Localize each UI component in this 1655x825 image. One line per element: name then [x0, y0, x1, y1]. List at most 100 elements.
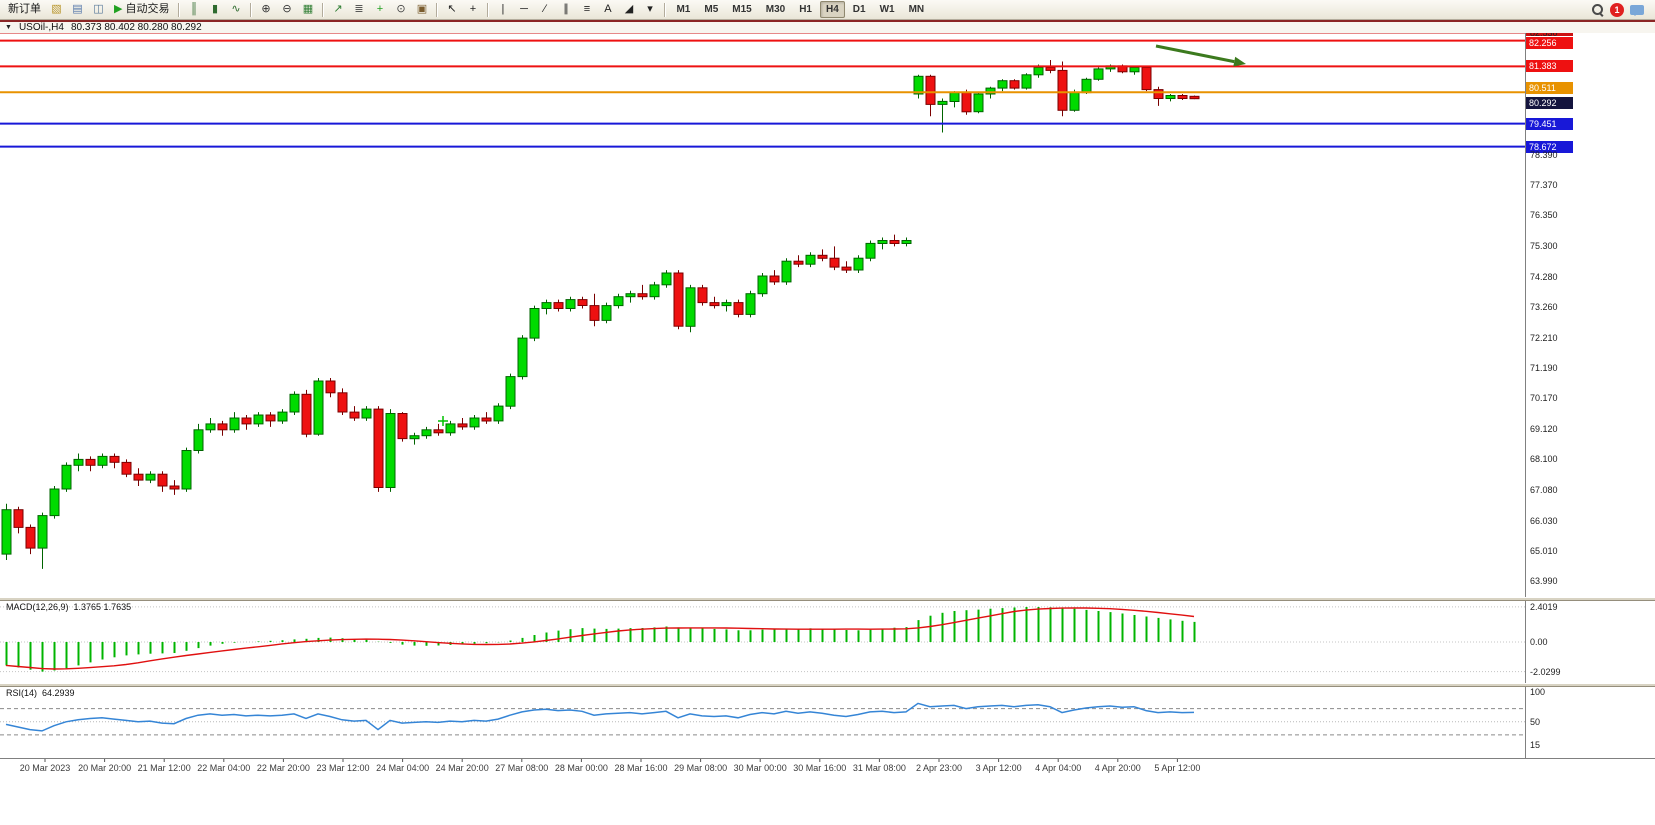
- toolbar-separator: [322, 2, 324, 17]
- market-watch-icon-button[interactable]: ◫: [89, 1, 108, 18]
- panel-splitter-macd[interactable]: [0, 597, 1655, 601]
- rsi-value: 64.2939: [42, 688, 75, 698]
- new-order-button[interactable]: 新订单: [4, 1, 45, 18]
- bear-candle: [241, 417, 252, 425]
- bull-candle: [649, 284, 660, 298]
- text-label-icon-glyph: A: [604, 3, 612, 15]
- horizontal-line-icon-glyph: ─: [520, 3, 528, 15]
- bull-candle: [949, 92, 960, 102]
- bull-candle: [97, 455, 108, 466]
- bull-candle: [973, 93, 984, 113]
- timeframe-m15-button[interactable]: M15: [726, 1, 757, 18]
- rsi-name: RSI(14): [6, 688, 38, 698]
- bull-candle: [313, 380, 324, 435]
- arrows-icon-button[interactable]: ◢: [619, 1, 638, 18]
- autotrading-button[interactable]: ▶ 自动交易: [110, 1, 173, 18]
- timeframe-d1-button[interactable]: D1: [847, 1, 872, 18]
- notification-badge[interactable]: 1: [1610, 2, 1624, 17]
- add-indicator-icon-glyph: +: [376, 3, 384, 15]
- crosshair-icon-button[interactable]: +: [463, 1, 482, 18]
- bear-candle: [169, 485, 180, 490]
- bear-candle: [85, 458, 96, 466]
- macd-signal-line: [5, 607, 1195, 670]
- bear-candle: [961, 92, 972, 113]
- chat-icon[interactable]: [1630, 4, 1644, 16]
- trendline-icon-glyph: ∕: [544, 3, 546, 15]
- cursor-icon-button[interactable]: ↖: [442, 1, 461, 18]
- equidistant-channel-icon-button[interactable]: ∥: [556, 1, 575, 18]
- bull-candle: [361, 408, 372, 419]
- bear-candle: [349, 411, 360, 419]
- bull-candle: [745, 293, 756, 315]
- chart-caption: ▼ USOil-,H4 80.373 80.402 80.280 80.292: [0, 20, 1655, 33]
- zoom-out-icon-button[interactable]: ⊖: [277, 1, 296, 18]
- bear-candle: [769, 275, 780, 283]
- bull-candle: [997, 80, 1008, 89]
- timeframe-m30-button[interactable]: M30: [760, 1, 791, 18]
- timeframe-w1-button[interactable]: W1: [874, 1, 901, 18]
- timeframe-m5-button[interactable]: M5: [698, 1, 724, 18]
- bar-chart-icon-button[interactable]: ║: [184, 1, 203, 18]
- bear-candle: [1141, 66, 1152, 91]
- bull-candle: [445, 423, 456, 434]
- add-indicator-icon-button[interactable]: +: [370, 1, 389, 18]
- templates-icon-glyph: ▣: [416, 3, 428, 15]
- indicators-icon-glyph: ↗: [333, 3, 343, 15]
- templates-icon-button[interactable]: ▣: [412, 1, 431, 18]
- search-icon[interactable]: [1591, 3, 1604, 16]
- toolbar-separator: [487, 2, 489, 17]
- panel-splitter-rsi[interactable]: [0, 683, 1655, 687]
- bull-candle: [205, 423, 216, 431]
- candlestick-chart-icon-glyph: ▮: [211, 3, 218, 15]
- market-watch-icon-glyph: ◫: [93, 3, 104, 15]
- bull-candle: [469, 417, 480, 428]
- bear-candle: [829, 257, 840, 268]
- bull-candle: [1081, 78, 1092, 94]
- line-chart-icon-glyph: ∿: [231, 3, 241, 15]
- bear-candle: [577, 299, 588, 307]
- timeframe-m1-button[interactable]: M1: [670, 1, 696, 18]
- bear-candle: [1189, 95, 1200, 100]
- shapes-dropdown-icon-button[interactable]: ▾: [640, 1, 659, 18]
- new-chart-icon-button[interactable]: ▧: [47, 1, 66, 18]
- zoom-in-icon-glyph: ⊕: [261, 3, 271, 15]
- horizontal-line-icon-button[interactable]: ─: [514, 1, 533, 18]
- vertical-line-icon-button[interactable]: |: [493, 1, 512, 18]
- bull-candle: [493, 405, 504, 422]
- text-label-icon-button[interactable]: A: [598, 1, 617, 18]
- timeframe-h1-button[interactable]: H1: [793, 1, 818, 18]
- bear-candle: [301, 393, 312, 435]
- tile-windows-icon-button[interactable]: ▦: [298, 1, 317, 18]
- bull-candle: [73, 458, 84, 466]
- timeframe-mn-button[interactable]: MN: [903, 1, 931, 18]
- timeframe-h4-button[interactable]: H4: [819, 1, 845, 18]
- toolbar-buttons-group: 新订单 ▧ ▤ ◫ ▶ 自动交易 ║ ▮ ∿ ⊕ ⊖ ▦ ↗ ≣ + ⊙ ▣ ↖ + | ─ ∕ ∥ ≡ A ◢ ▾: [3, 0, 669, 19]
- main-toolbar: 新订单 ▧ ▤ ◫ ▶ 自动交易 ║ ▮ ∿ ⊕ ⊖ ▦ ↗ ≣ + ⊙ ▣ ↖ + | ─ ∕ ∥ ≡ A ◢ ▾ M1 M5 M15…: [0, 0, 1655, 20]
- profiles-icon-glyph: ▤: [72, 3, 83, 15]
- bear-candle: [265, 414, 276, 422]
- new-order-button-label: 新订单: [8, 3, 41, 15]
- line-chart-icon-button[interactable]: ∿: [226, 1, 245, 18]
- macd-values: 1.3765 1.7635: [73, 602, 132, 612]
- periods-icon-button[interactable]: ⊙: [391, 1, 410, 18]
- indicator-list-icon-button[interactable]: ≣: [349, 1, 368, 18]
- bull-candle: [1021, 74, 1032, 89]
- autotrading-glyph: ▶: [114, 3, 123, 15]
- chart-symbol-title: USOil-,H4: [18, 22, 64, 33]
- macd-indicator-label: MACD(12,26,9) 1.3765 1.7635: [6, 602, 131, 612]
- bull-candle: [61, 464, 72, 490]
- zoom-in-icon-button[interactable]: ⊕: [256, 1, 275, 18]
- trendline-icon-button[interactable]: ∕: [535, 1, 554, 18]
- bear-candle: [589, 305, 600, 321]
- chart-dropdown-caret[interactable]: ▼: [5, 24, 12, 31]
- bull-candle: [913, 75, 924, 95]
- indicators-icon-button[interactable]: ↗: [328, 1, 347, 18]
- profiles-icon-button[interactable]: ▤: [68, 1, 87, 18]
- indicator-list-icon-glyph: ≣: [354, 3, 364, 15]
- bear-candle: [1045, 66, 1056, 71]
- fibonacci-icon-button[interactable]: ≡: [577, 1, 596, 18]
- candlestick-chart-icon-button[interactable]: ▮: [205, 1, 224, 18]
- bull-candle: [1, 509, 12, 555]
- trend-arrow-annotation[interactable]: [1155, 44, 1235, 64]
